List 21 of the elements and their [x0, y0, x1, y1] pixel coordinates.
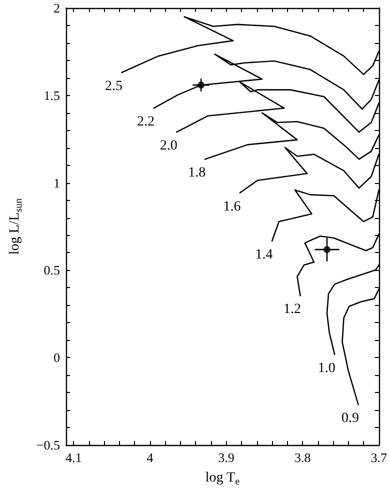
x-tick-label: 3.9 — [218, 450, 234, 465]
series-label: 1.0 — [318, 360, 336, 376]
x-tick-label: 3.7 — [370, 450, 388, 465]
x-tick-label: 4.1 — [66, 450, 82, 465]
y-tick-label: 0.5 — [44, 262, 60, 278]
series-label: 1.2 — [284, 302, 302, 318]
y-tick-label: −0.5 — [36, 438, 60, 452]
x-tick-label: 4 — [146, 450, 154, 465]
series-label: 2.2 — [137, 114, 155, 130]
series-label: 1.6 — [223, 199, 241, 214]
x-tick-label: 3.8 — [294, 450, 311, 465]
series-label: 1.8 — [188, 166, 206, 181]
series-label: 2.0 — [160, 138, 178, 154]
y-tick-label: 0 — [54, 350, 60, 366]
y-tick-label: 1.5 — [44, 88, 60, 103]
legend-label: 0.9 — [342, 411, 360, 426]
y-tick-label: 2 — [54, 0, 60, 16]
y-tick-label: 1 — [54, 175, 60, 190]
series-label: 2.5 — [104, 79, 122, 94]
y-axis-title: log L/Lsun — [8, 198, 24, 255]
series-label: 1.4 — [255, 248, 273, 263]
